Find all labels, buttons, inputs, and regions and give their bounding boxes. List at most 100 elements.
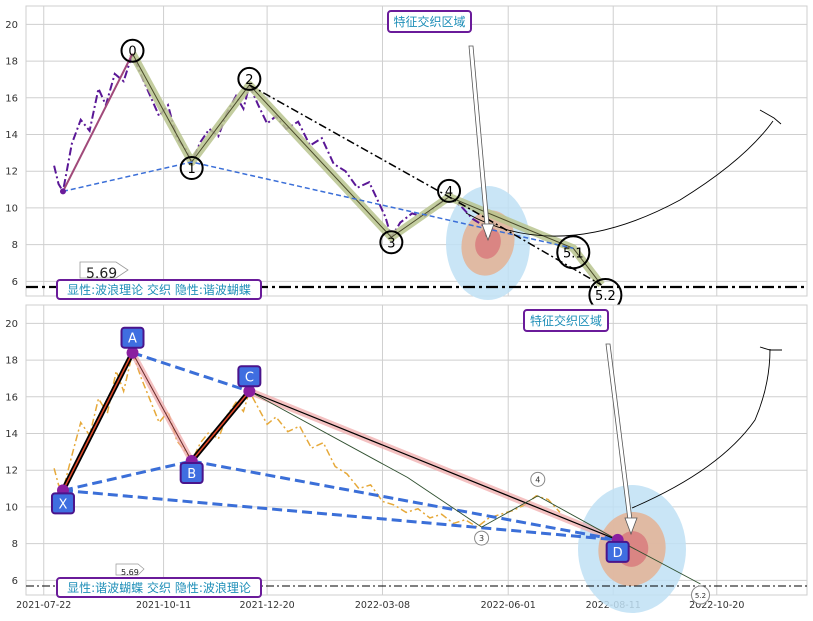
wave-marker-4 — [530, 471, 546, 487]
support-trendline — [62, 161, 574, 250]
bottom-y-tick-labels: 6 8 10 12 14 16 18 20 — [5, 319, 18, 587]
projection-arc — [631, 348, 771, 509]
bottom-caption-text: 显性:谐波蝴蝶 交织 隐性:波浪理论 — [67, 580, 251, 595]
point-label-x: X — [59, 497, 68, 512]
wave-label-3: 3 — [387, 236, 395, 251]
projection-arc — [465, 120, 774, 237]
top-annotation-text: 特征交织区域 — [393, 14, 465, 29]
wave-label-5-1: 5.1 — [563, 246, 584, 261]
start-leg — [62, 53, 134, 192]
x-tick-label: 2021-12-20 — [239, 600, 294, 611]
y-tick-label: 12 — [5, 167, 18, 178]
top-plot-area — [25, 5, 808, 297]
resistance-trendline — [248, 84, 602, 286]
leg-c-d — [249, 390, 618, 541]
wave-point-4 — [437, 178, 462, 203]
baseline-tag — [115, 563, 145, 576]
top-caption-text: 显性:波浪理论 交织 隐性:谐波蝴蝶 — [67, 282, 251, 297]
leg-a-b — [132, 352, 193, 462]
link-x-b — [62, 459, 193, 492]
bottom-pattern-markers: X A B C D 3 4 5.2 — [50, 326, 710, 605]
annotation-arrow-head — [481, 223, 495, 242]
wave-marker-label-5-2: 5.2 — [695, 592, 706, 600]
y-tick-label: 10 — [5, 502, 18, 513]
link-b-d — [191, 459, 618, 542]
bottom-annotation-box: 特征交织区域 — [523, 309, 609, 332]
top-caption-box: 显性:波浪理论 交织 隐性:谐波蝴蝶 — [56, 279, 262, 300]
projection-arc-tip — [759, 346, 782, 351]
y-tick-label: 16 — [5, 93, 18, 104]
point-label-d: D — [613, 546, 623, 561]
bottom-convergence-halo — [578, 485, 686, 613]
y-tick-label: 18 — [5, 57, 18, 68]
wave-label-1: 1 — [188, 162, 196, 177]
y-tick-label: 6 — [12, 576, 18, 587]
point-dot-c — [243, 385, 256, 398]
point-box-x — [50, 492, 75, 515]
x-tick-label: 2021-07-22 — [16, 600, 71, 611]
y-tick-label: 8 — [12, 539, 18, 550]
wave-marker-5-2 — [691, 585, 710, 605]
wave-label-4: 4 — [445, 185, 453, 200]
baseline-tag — [79, 261, 129, 279]
projection-arc-tip — [759, 109, 782, 125]
wave-label-2: 2 — [245, 73, 253, 88]
x-tick-label: 2022-10-20 — [689, 600, 744, 611]
price-line — [53, 350, 561, 529]
wave-label-5-2: 5.2 — [595, 289, 616, 304]
top-annotation-box: 特征交织区域 — [387, 10, 472, 33]
annotation-arrow-head — [624, 517, 638, 536]
wave-point-2 — [237, 66, 262, 91]
bottom-plot-area — [25, 304, 808, 596]
y-tick-label: 14 — [5, 130, 18, 141]
bottom-annotations: 特征交织区域 显性:谐波蝴蝶 交织 隐性:波浪理论 5.69 — [56, 309, 609, 598]
x-tick-label: 2022-06-01 — [481, 600, 536, 611]
annotation-arrow — [468, 45, 491, 237]
x-tick-label: 2021-10-11 — [136, 600, 191, 611]
point-label-a: A — [128, 332, 137, 347]
wave-point-1 — [179, 156, 204, 181]
bottom-baseline-value: 5.69 — [121, 568, 139, 577]
y-tick-label: 20 — [5, 319, 18, 330]
wave-marker-3 — [474, 530, 490, 546]
bottom-annotation-text: 特征交织区域 — [530, 313, 602, 328]
start-point-dot — [59, 188, 66, 195]
wave-marker-label-4: 4 — [535, 475, 540, 484]
point-box-b — [179, 462, 204, 485]
y-tick-label: 14 — [5, 429, 18, 440]
y-tick-label: 10 — [5, 203, 18, 214]
halo-inner — [475, 227, 501, 259]
link-x-d — [62, 488, 618, 542]
y-tick-label: 6 — [12, 277, 18, 288]
wave-marker-label-3: 3 — [479, 534, 484, 543]
point-box-c — [237, 365, 262, 388]
top-annotations: 特征交织区域 显性:波浪理论 交织 隐性:谐波蝴蝶 5.69 — [56, 10, 472, 300]
wave-point-3 — [379, 230, 404, 255]
point-box-d — [605, 540, 630, 563]
point-dot-a — [126, 346, 139, 359]
wave-label-0: 0 — [128, 45, 136, 60]
x-tick-label: 2022-03-08 — [355, 600, 410, 611]
y-tick-label: 18 — [5, 356, 18, 367]
point-label-c: C — [245, 370, 254, 385]
y-tick-label: 16 — [5, 392, 18, 403]
bottom-caption-box: 显性:谐波蝴蝶 交织 隐性:波浪理论 — [56, 577, 262, 598]
point-label-b: B — [187, 467, 196, 482]
link-a-c — [132, 351, 250, 393]
bottom-panel: 6 8 10 12 14 16 18 20 2021-07-22 2021-10-11 2021-… — [5, 304, 808, 613]
price-line — [53, 50, 486, 240]
point-box-a — [120, 326, 145, 349]
wave-point-5-1 — [556, 235, 591, 270]
wave-point-0 — [120, 38, 145, 63]
top-wave-markers: 0 1 2 3 4 5.1 5.2 — [59, 38, 623, 312]
y-tick-label: 20 — [5, 20, 18, 31]
leg-core-x-a — [62, 352, 134, 491]
y-tick-label: 12 — [5, 466, 18, 477]
wave-path — [249, 390, 701, 585]
top-baseline-value: 5.69 — [86, 266, 117, 282]
top-y-tick-labels: 6 8 10 12 14 16 18 20 — [5, 20, 18, 288]
y-tick-label: 8 — [12, 240, 18, 251]
